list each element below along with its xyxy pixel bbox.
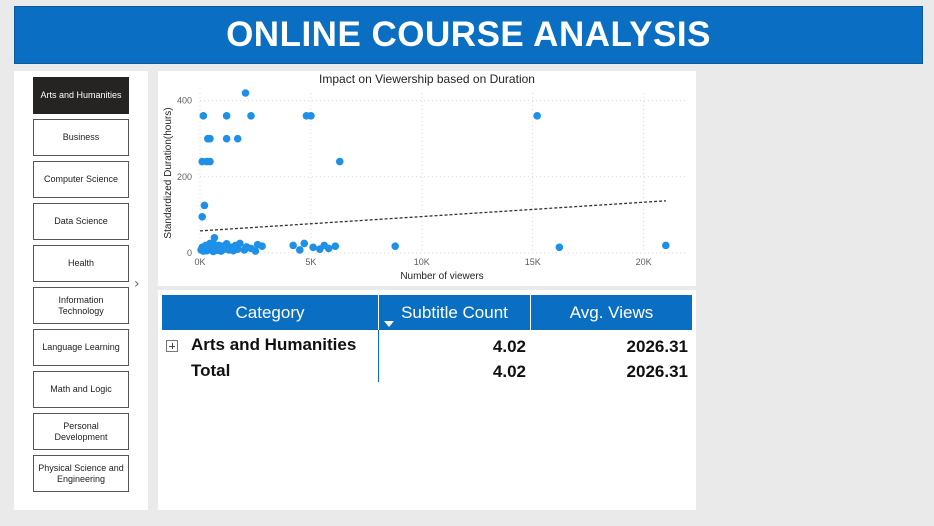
category-slicer: Arts and Humanities Business Computer Scie… xyxy=(14,71,148,510)
slicer-item[interactable]: Health xyxy=(33,245,129,282)
row-category: Arts and Humanities xyxy=(191,335,357,354)
x-tick-label: 10K xyxy=(414,257,430,267)
slicer-item[interactable]: Arts and Humanities xyxy=(33,77,129,114)
data-point xyxy=(662,241,670,250)
trendline xyxy=(199,200,666,232)
data-point xyxy=(533,112,541,120)
data-point xyxy=(198,213,207,221)
chart-title: Impact on Viewership based on Duration xyxy=(319,72,535,86)
total-label: Total xyxy=(191,361,231,380)
column-header-category[interactable]: Category xyxy=(162,295,378,330)
data-point xyxy=(258,242,266,250)
x-tick-label: 20K xyxy=(636,257,652,267)
slicer-item[interactable]: Physical Science and Engineering xyxy=(33,455,129,492)
data-point xyxy=(300,239,309,248)
data-point xyxy=(206,134,214,143)
y-tick-label: 0 xyxy=(187,248,192,258)
y-tick-label: 200 xyxy=(177,172,192,182)
slicer-item[interactable]: Computer Science xyxy=(33,161,129,198)
data-point xyxy=(335,157,344,166)
data-point xyxy=(222,134,231,143)
data-point xyxy=(200,201,209,210)
sort-descending-icon[interactable] xyxy=(384,321,394,327)
data-point xyxy=(222,112,231,120)
column-divider xyxy=(378,330,379,382)
slicer-item[interactable]: Business xyxy=(33,119,129,156)
row-subtitle-count: 4.02 xyxy=(492,337,526,356)
category-table: Category Subtitle Count Avg. Views Arts … xyxy=(158,290,696,510)
y-tick-label: 400 xyxy=(177,96,192,106)
data-point xyxy=(210,233,219,242)
data-point xyxy=(324,244,333,253)
page-title: ONLINE COURSE ANALYSIS xyxy=(14,6,923,64)
data-point xyxy=(241,89,250,97)
data-point xyxy=(555,243,564,252)
column-header-avg-views[interactable]: Avg. Views xyxy=(531,295,692,330)
data-point xyxy=(233,245,242,253)
x-axis-label: Number of viewers xyxy=(400,271,483,282)
column-header-subtitle-count[interactable]: Subtitle Count xyxy=(379,295,530,330)
data-point xyxy=(199,112,208,120)
data-point xyxy=(307,112,315,120)
data-point xyxy=(331,242,340,250)
data-point xyxy=(391,242,399,250)
expand-arrow-icon[interactable]: › xyxy=(134,276,140,292)
total-subtitle-count: 4.02 xyxy=(492,362,526,381)
slicer-item[interactable]: Math and Logic xyxy=(33,371,129,408)
total-avg-views: 2026.31 xyxy=(626,362,688,381)
scatter-chart-card: Impact on Viewership based on Duration S… xyxy=(158,71,696,286)
data-point xyxy=(236,239,244,248)
data-point xyxy=(233,134,242,143)
x-tick-label: 15K xyxy=(525,257,541,267)
data-point xyxy=(247,112,255,120)
slicer-item[interactable]: Personal Development xyxy=(33,413,129,450)
scatter-chart: Impact on Viewership based on Duration S… xyxy=(163,72,688,282)
data-point xyxy=(289,241,297,250)
data-point xyxy=(309,243,317,252)
slicer-item[interactable]: Information Technology xyxy=(33,287,129,324)
x-tick-label: 5K xyxy=(305,257,316,267)
y-axis-label: Standardized Duration(hours) xyxy=(163,107,174,238)
row-avg-views: 2026.31 xyxy=(626,337,688,356)
x-tick-label: 0K xyxy=(194,257,205,267)
data-point xyxy=(251,247,260,255)
data-point xyxy=(206,157,214,166)
data-point xyxy=(296,246,304,254)
slicer-item[interactable]: Data Science xyxy=(33,203,129,240)
expand-row-icon[interactable] xyxy=(166,340,178,352)
slicer-item[interactable]: Language Learning xyxy=(33,329,129,366)
